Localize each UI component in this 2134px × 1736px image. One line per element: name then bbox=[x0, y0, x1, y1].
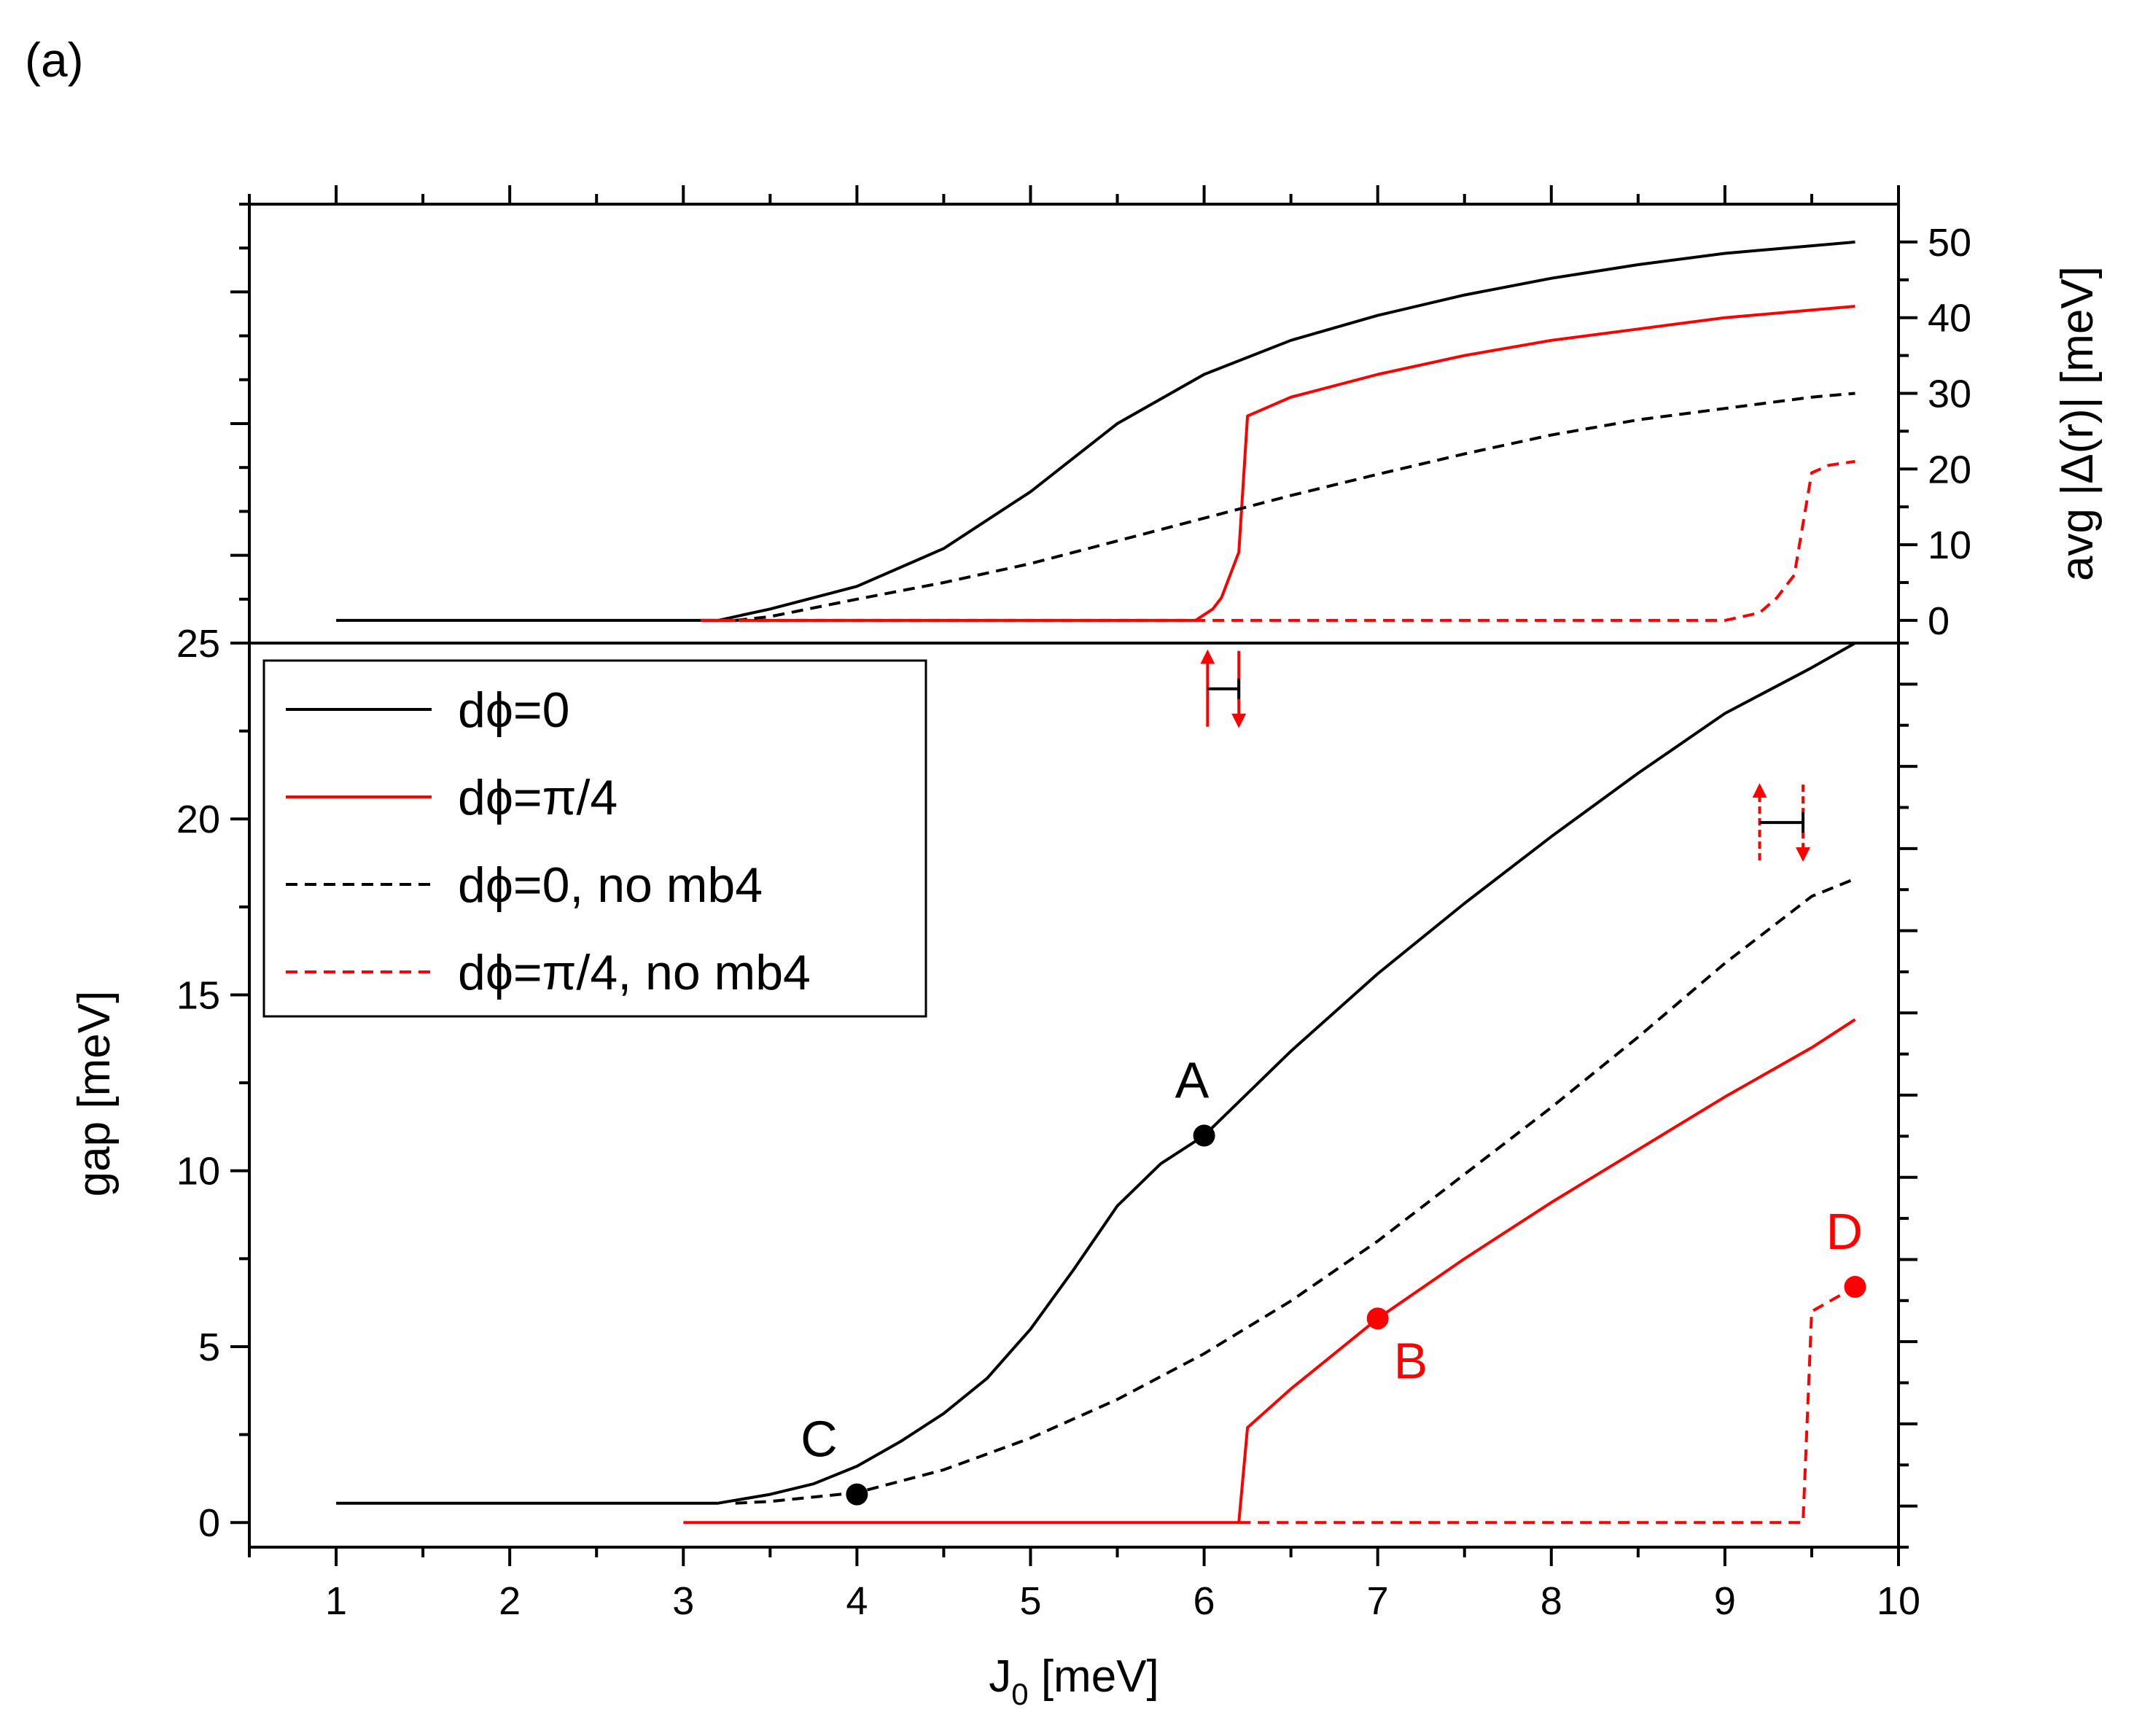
x-tick-label: 8 bbox=[1541, 1579, 1562, 1623]
hysteresis-markers bbox=[1200, 649, 1811, 863]
x-tick-label: 1 bbox=[325, 1579, 347, 1623]
y-tick-label-top: 10 bbox=[1928, 523, 1971, 567]
point-d bbox=[1844, 1275, 1866, 1298]
y-tick-label-top: 40 bbox=[1928, 297, 1971, 340]
point-label-b: B bbox=[1394, 1332, 1428, 1389]
y-tick-label-bottom: 10 bbox=[176, 1150, 220, 1194]
bottom-y-axis-title: gap [meV] bbox=[69, 991, 120, 1197]
point-label-a: A bbox=[1175, 1051, 1210, 1108]
bottom-series-3 bbox=[1239, 1285, 1856, 1525]
top-y-axis-title: avg |Δ(r)| [meV] bbox=[2052, 266, 2103, 581]
x-tick-label: 2 bbox=[499, 1579, 521, 1623]
point-label-c: C bbox=[801, 1411, 838, 1468]
legend-label-2: dϕ=0, no mb4 bbox=[458, 857, 763, 913]
y-tick-label-bottom: 25 bbox=[176, 622, 220, 666]
series-layer bbox=[336, 240, 1856, 1525]
y-tick-label-bottom: 0 bbox=[198, 1501, 220, 1545]
point-a bbox=[1193, 1124, 1215, 1147]
legend: dϕ=0 dϕ=π/4 dϕ=0, no mb4 dϕ=π/4, no mb4 bbox=[262, 659, 927, 1018]
top-series-2 bbox=[735, 392, 1855, 622]
top-plot-frame bbox=[248, 203, 1900, 645]
top-series-3 bbox=[701, 459, 1855, 622]
top-series-1 bbox=[701, 305, 1855, 622]
x-tick-label: 3 bbox=[672, 1579, 694, 1623]
y-tick-label-bottom: 5 bbox=[198, 1326, 220, 1369]
panel-label: (a) bbox=[25, 33, 84, 87]
x-tick-label: 10 bbox=[1877, 1579, 1920, 1623]
x-tick-label: 4 bbox=[846, 1579, 868, 1623]
legend-box bbox=[262, 659, 927, 1018]
x-tick-label: 6 bbox=[1193, 1579, 1215, 1623]
y-tick-label-top: 50 bbox=[1928, 221, 1971, 265]
point-label-d: D bbox=[1826, 1203, 1863, 1260]
legend-label-0: dϕ=0 bbox=[458, 682, 569, 738]
points-layer: A B C D bbox=[801, 1051, 1866, 1506]
ticks-layer: 1 2 3 4 5 6 7 8 9 10 0 5 10 15 20 25 0 10 20 30 40 50 bbox=[176, 185, 1971, 1623]
bottom-x-axis-title: J0 [meV] bbox=[989, 1651, 1159, 1711]
legend-label-1: dϕ=π/4 bbox=[458, 770, 618, 825]
x-tick-label: 9 bbox=[1714, 1579, 1736, 1623]
y-tick-label-bottom: 20 bbox=[176, 798, 220, 841]
y-tick-label-bottom: 15 bbox=[176, 973, 220, 1017]
top-series-0 bbox=[336, 240, 1855, 622]
bottom-series-1 bbox=[683, 1018, 1856, 1525]
x-tick-label: 7 bbox=[1367, 1579, 1389, 1623]
point-b bbox=[1366, 1307, 1389, 1330]
legend-label-3: dϕ=π/4, no mb4 bbox=[458, 945, 811, 1000]
point-c bbox=[846, 1483, 868, 1506]
y-tick-label-top: 30 bbox=[1928, 372, 1971, 416]
bottom-series-0 bbox=[336, 642, 1856, 1505]
x-tick-label: 5 bbox=[1019, 1579, 1041, 1623]
bottom-series-2 bbox=[735, 877, 1856, 1505]
y-tick-label-top: 20 bbox=[1928, 448, 1971, 491]
y-tick-label-top: 0 bbox=[1928, 599, 1950, 643]
